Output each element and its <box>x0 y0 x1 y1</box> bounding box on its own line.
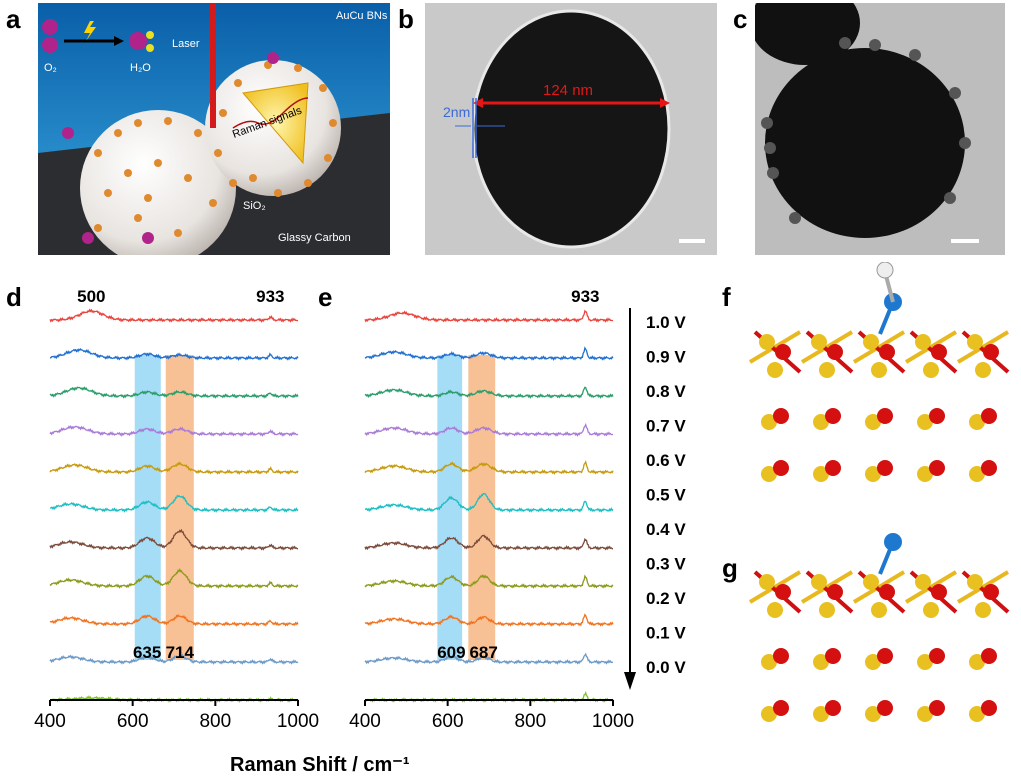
raman-chart-d: 400 600 800 1000 500 933 635 714 <box>34 287 319 732</box>
series-line-08V <box>49 386 299 399</box>
x-tick-label: 400 <box>349 711 381 732</box>
series-line-04V <box>49 528 298 551</box>
potential-label: 0.8 V <box>646 382 686 401</box>
raman-signal-wave <box>232 97 309 129</box>
potential-label: 0.7 V <box>646 417 686 436</box>
aucu-label: AuCu BNs <box>336 10 388 22</box>
series-line-01V <box>49 653 299 665</box>
panel-d-letter: d <box>6 282 22 312</box>
highlight-band-blue <box>134 355 161 660</box>
series-line-03V <box>49 567 299 589</box>
peak-annotation: 635 <box>133 643 161 662</box>
highlight-band-orange <box>165 355 194 660</box>
structure-models <box>748 262 1010 722</box>
panel-g-letter: g <box>722 553 738 583</box>
peak-annotation: 933 <box>256 287 284 306</box>
panel-f-letter: f <box>722 282 731 312</box>
potential-label: 0.2 V <box>646 589 686 608</box>
potential-label: 0.6 V <box>646 451 686 470</box>
potential-axis: 1.0 V 0.9 V 0.8 V 0.7 V 0.6 V 0.5 V 0.4 V 0.3 V… <box>624 308 686 690</box>
series-line-07V <box>364 422 614 437</box>
surface-particles <box>761 37 971 224</box>
hydrogen-atom <box>876 262 894 279</box>
panel-e-letter: e <box>318 282 333 312</box>
aucu-particles <box>94 61 337 237</box>
peak-annotation: 609 <box>437 643 465 662</box>
series-line-09V <box>49 347 299 361</box>
peak-annotation: 687 <box>469 643 497 662</box>
potential-label: 0.3 V <box>646 555 686 574</box>
series-line-05V <box>49 494 299 513</box>
diameter-label: 124 nm <box>543 82 593 99</box>
x-axis-label: Raman Shift / cm⁻¹ <box>230 754 410 776</box>
nanoparticle-c <box>765 48 965 238</box>
x-tick-label: 1000 <box>277 711 319 732</box>
panel-b-letter: b <box>398 4 414 34</box>
x-tick-label: 800 <box>199 711 231 732</box>
x-tick-label: 600 <box>432 711 464 732</box>
sio2-sphere-front <box>80 110 236 255</box>
series-line-10V <box>49 308 299 323</box>
tem-image-c <box>755 3 1005 255</box>
x-tick-label: 1000 <box>592 711 634 732</box>
schematic-illustration: O₂ H₂O Laser AuCu BNs Raman signals SiO₂… <box>38 3 390 255</box>
o2-molecules <box>62 52 279 244</box>
scale-bar-c <box>951 239 979 243</box>
panel-a-letter: a <box>6 4 21 34</box>
series-line-01V <box>364 652 614 665</box>
series-line-04V <box>364 534 613 551</box>
tem-image-b: 124 nm 2nm <box>425 3 717 255</box>
potential-label: 0.4 V <box>646 520 686 539</box>
series-line-10V <box>364 309 614 323</box>
series-line-05V <box>364 492 614 513</box>
series-line-02V <box>49 614 299 627</box>
potential-label: 0.0 V <box>646 658 686 677</box>
series-line-09V <box>364 346 614 361</box>
structure-f <box>748 262 1010 482</box>
potential-arrow-head <box>624 672 636 690</box>
potential-label: 0.1 V <box>646 624 686 643</box>
schematic-panel: O₂ H₂O Laser AuCu BNs Raman signals SiO₂… <box>38 3 390 255</box>
series-line-08V <box>364 386 614 399</box>
x-tick-label: 400 <box>34 711 66 732</box>
scale-bar-b <box>679 239 705 243</box>
potential-label: 0.9 V <box>646 348 686 367</box>
peak-annotation: 500 <box>77 287 105 306</box>
structure-g <box>748 533 1010 722</box>
panel-c-letter: c <box>733 4 748 34</box>
nanoparticle-b <box>471 9 671 249</box>
peak-annotation: 714 <box>166 643 195 662</box>
x-tick-label: 600 <box>117 711 149 732</box>
potential-label: 0.5 V <box>646 486 686 505</box>
series-line-07V <box>49 425 299 437</box>
laser-label: Laser <box>172 38 200 50</box>
peak-annotation: 933 <box>571 287 599 306</box>
potential-label: 1.0 V <box>646 313 686 332</box>
glassy-carbon-label: Glassy Carbon <box>278 232 351 244</box>
x-tick-label: 800 <box>514 711 546 732</box>
cutaway-core <box>242 82 309 165</box>
series-line-06V <box>49 461 299 475</box>
series-line-03V <box>364 574 614 589</box>
series-line-02V <box>364 613 614 627</box>
h2o-label: H₂O <box>130 62 151 74</box>
reaction-legend <box>42 19 154 53</box>
laser-beam <box>210 3 216 128</box>
o2-label: O₂ <box>44 62 57 74</box>
sio2-label: SiO₂ <box>243 200 266 212</box>
shell-thickness-label: 2nm <box>443 104 470 120</box>
series-line-06V <box>364 460 614 475</box>
raman-chart-e: 400 600 800 1000 933 609 687 <box>349 287 634 732</box>
